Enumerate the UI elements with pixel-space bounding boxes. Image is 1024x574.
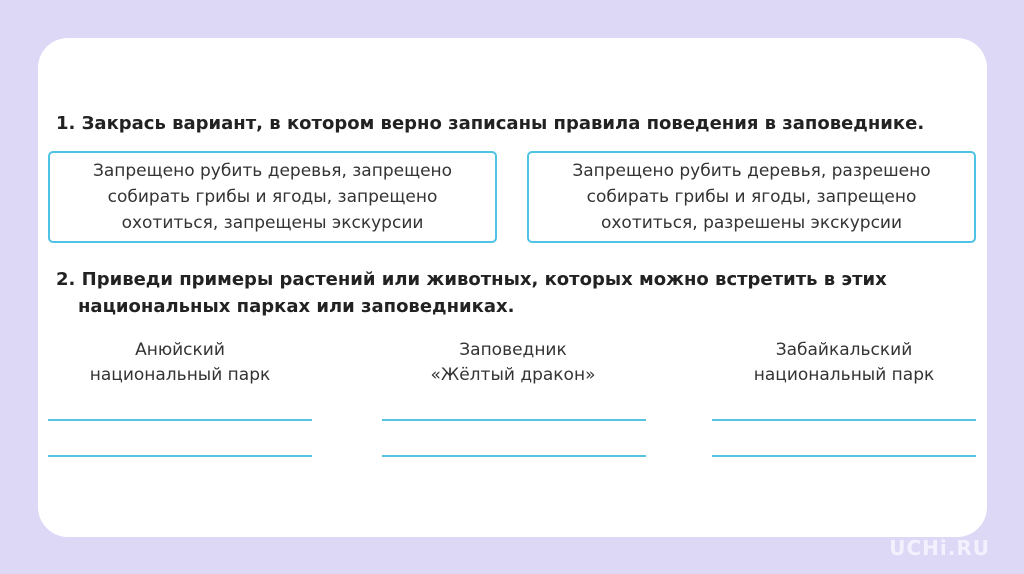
park-1-heading: Анюйский национальный парк — [45, 338, 315, 388]
option-1-text: Запрещено рубить деревья, запрещено соби… — [92, 161, 453, 233]
answer-line[interactable] — [712, 419, 976, 421]
worksheet-card — [38, 38, 987, 537]
answer-line[interactable] — [48, 419, 312, 421]
answer-line[interactable] — [712, 455, 976, 457]
park-2-line2: «Жёлтый дракон» — [430, 365, 596, 385]
park-2-heading: Заповедник «Жёлтый дракон» — [378, 338, 648, 388]
watermark-logo: UCHi.RU — [889, 536, 990, 560]
answer-line[interactable] — [382, 419, 646, 421]
answer-line[interactable] — [48, 455, 312, 457]
option-2-box[interactable]: Запрещено рубить деревья, разрешено соби… — [527, 151, 976, 243]
task2-title-line1: 2. Приведи примеры растений или животных… — [56, 269, 887, 290]
answer-line[interactable] — [382, 455, 646, 457]
park-3-heading: Забайкальский национальный парк — [709, 338, 979, 388]
park-3-line1: Забайкальский — [775, 340, 913, 360]
park-1-line1: Анюйский — [135, 340, 225, 360]
task2-title: 2. Приведи примеры растений или животных… — [56, 266, 887, 320]
park-3-line2: национальный парк — [753, 365, 935, 385]
park-1-line2: национальный парк — [89, 365, 271, 385]
option-2-text: Запрещено рубить деревья, разрешено соби… — [572, 161, 931, 233]
option-1-box[interactable]: Запрещено рубить деревья, запрещено соби… — [48, 151, 497, 243]
task1-title: 1. Закрась вариант, в котором верно запи… — [56, 113, 925, 134]
task2-title-line2: национальных парках или заповедниках. — [78, 296, 515, 317]
park-2-line1: Заповедник — [459, 340, 567, 360]
